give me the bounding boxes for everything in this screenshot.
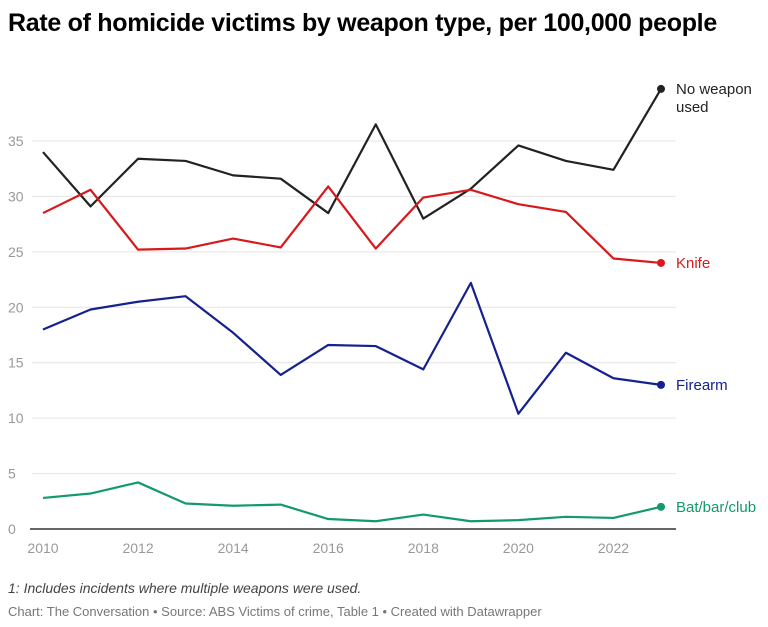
series-end-dot xyxy=(657,502,665,511)
series-line xyxy=(42,481,662,523)
series-line xyxy=(42,88,662,220)
series-line xyxy=(42,281,662,415)
y-tick-label: 5 xyxy=(8,466,16,482)
y-tick-label: 0 xyxy=(8,521,16,537)
y-tick-label: 25 xyxy=(8,244,24,260)
x-tick-label: 2016 xyxy=(313,540,344,556)
y-tick-label: 30 xyxy=(8,188,24,204)
series-label: No weapon used xyxy=(676,81,752,116)
x-tick-label: 2014 xyxy=(218,540,249,556)
series-end-dot xyxy=(657,84,665,93)
series-label: Firearm xyxy=(676,377,728,394)
x-tick-label: 2022 xyxy=(598,540,629,556)
x-tick-label: 2020 xyxy=(503,540,534,556)
credit-line: Chart: The Conversation • Source: ABS Vi… xyxy=(8,604,542,619)
y-tick-label: 10 xyxy=(8,410,24,426)
series-label: Knife xyxy=(676,255,710,272)
series-end-dot xyxy=(657,258,665,267)
x-tick-label: 2010 xyxy=(27,540,58,556)
y-tick-label: 35 xyxy=(8,133,24,149)
footnote: 1: Includes incidents where multiple wea… xyxy=(8,580,362,596)
y-tick-label: 15 xyxy=(8,355,24,371)
x-tick-label: 2012 xyxy=(122,540,153,556)
series-label: Bat/bar/club xyxy=(676,499,756,516)
x-tick-label: 2018 xyxy=(408,540,439,556)
series-line xyxy=(42,185,662,265)
chart-title: Rate of homicide victims by weapon type,… xyxy=(8,9,717,37)
y-tick-label: 20 xyxy=(8,299,24,315)
series-end-dot xyxy=(657,380,665,389)
